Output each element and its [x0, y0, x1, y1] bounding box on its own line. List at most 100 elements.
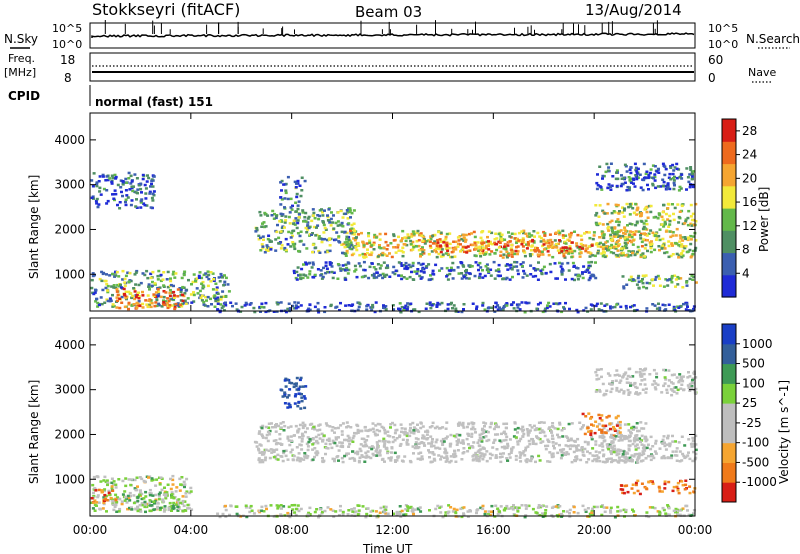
range-cell: [625, 283, 629, 286]
range-cell: [359, 449, 363, 453]
range-cell: [686, 216, 690, 220]
range-cell: [670, 454, 674, 457]
range-cell: [346, 425, 350, 428]
range-cell: [260, 505, 264, 509]
range-cell: [595, 374, 599, 377]
range-cell: [372, 446, 376, 449]
range-cell: [288, 405, 292, 409]
range-cell: [691, 278, 695, 281]
range-cell: [191, 280, 195, 284]
range-cell: [175, 486, 179, 489]
range-cell: [662, 285, 666, 288]
range-cell: [641, 281, 645, 285]
range-cell: [400, 277, 404, 281]
range-cell: [555, 246, 559, 249]
range-cell: [148, 488, 152, 492]
range-cell: [592, 505, 596, 509]
range-cell: [406, 505, 410, 508]
range-cell: [301, 211, 305, 214]
range-cell: [360, 429, 364, 433]
range-cell: [286, 175, 290, 179]
range-cell: [295, 226, 299, 230]
range-cell: [677, 441, 681, 444]
range-cell: [633, 309, 637, 312]
range-cell: [176, 509, 180, 512]
range-cell: [139, 281, 143, 285]
range-cell: [609, 435, 613, 439]
range-cell: [681, 507, 685, 510]
range-cell: [156, 278, 160, 281]
range-cell: [355, 248, 359, 252]
range-cell: [642, 162, 646, 166]
range-cell: [300, 176, 304, 179]
range-cell: [666, 207, 670, 210]
range-cell: [661, 244, 665, 247]
range-cell: [139, 206, 143, 209]
range-cell: [627, 188, 631, 192]
range-cell: [516, 306, 520, 309]
range-cell: [477, 268, 480, 272]
range-cell: [273, 212, 276, 216]
range-cell: [647, 480, 651, 484]
range-cell: [347, 304, 351, 307]
range-cell: [365, 251, 369, 255]
range-cell: [348, 247, 352, 250]
range-cell: [144, 187, 148, 190]
range-cell: [566, 436, 570, 439]
range-cell: [586, 450, 589, 453]
range-cell: [128, 279, 132, 282]
range-cell: [660, 215, 664, 218]
range-cell: [597, 428, 601, 431]
range-cell: [684, 483, 688, 487]
range-cell: [639, 186, 643, 189]
range-cell: [216, 292, 220, 295]
range-cell: [444, 452, 448, 455]
range-cell: [429, 237, 433, 241]
range-cell: [624, 236, 628, 239]
range-cell: [581, 504, 585, 508]
range-cell: [473, 248, 476, 251]
range-cell: [472, 441, 476, 444]
range-cell: [463, 275, 466, 279]
range-cell: [623, 232, 627, 236]
range-cell: [301, 276, 305, 280]
range-cell: [599, 241, 603, 245]
range-cell: [370, 309, 374, 312]
range-cell: [235, 512, 239, 516]
range-cell: [408, 506, 412, 509]
range-cell: [439, 245, 443, 249]
range-cell: [505, 422, 509, 425]
range-cell: [147, 299, 151, 302]
range-cell: [439, 458, 443, 461]
range-cell: [506, 268, 510, 271]
range-cell: [216, 298, 220, 301]
range-cell: [306, 217, 310, 220]
range-cell: [440, 267, 444, 270]
range-cell: [504, 438, 508, 442]
range-cell: [340, 243, 344, 246]
range-cell: [557, 233, 561, 236]
range-cell: [424, 307, 428, 310]
range-cell: [115, 290, 119, 293]
range-cell: [590, 513, 594, 517]
range-cell: [347, 262, 351, 265]
range-cell: [378, 451, 382, 454]
range-cell: [667, 240, 671, 243]
range-cell: [684, 237, 688, 241]
range-cell: [520, 230, 524, 233]
range-cell: [627, 439, 631, 443]
range-cell: [260, 509, 264, 512]
range-cell: [631, 383, 635, 387]
range-cell: [344, 263, 348, 266]
range-cell: [171, 478, 175, 482]
range-cell: [368, 446, 372, 449]
range-cell: [358, 302, 362, 306]
range-cell: [610, 184, 614, 187]
range-cell: [172, 284, 175, 288]
range-cell: [475, 307, 478, 310]
range-cell: [401, 237, 404, 240]
range-cell: [614, 220, 618, 223]
range-cell: [645, 281, 649, 285]
range-cell: [419, 510, 423, 513]
range-cell: [560, 454, 564, 457]
